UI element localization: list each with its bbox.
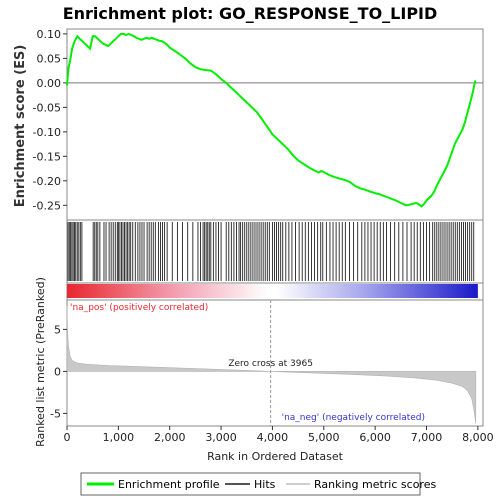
es-y-tick-label: 0.00: [37, 77, 62, 90]
x-tick-label: 3,000: [205, 431, 237, 444]
legend-metric-label: Ranking metric scores: [314, 478, 436, 491]
legend-box: [80, 472, 421, 496]
es-y-tick-label: 0.10: [37, 28, 62, 41]
metric-y-tick-label: 5: [54, 323, 61, 336]
x-tick-label: 5,000: [308, 431, 340, 444]
es-y-tick-label: -0.10: [33, 126, 61, 139]
es-y-tick-label: 0.05: [37, 52, 62, 65]
es-y-tick-label: -0.20: [33, 175, 61, 188]
metric-y-tick-label: -5: [50, 407, 61, 420]
rank-color-bar: [67, 284, 478, 298]
legend-enrichment-label: Enrichment profile: [118, 478, 220, 491]
es-y-tick-label: -0.15: [33, 150, 61, 163]
es-y-axis: 0.10 0.05 0.00 -0.05 -0.10 -0.15 -0.20 -0.25: [33, 28, 67, 212]
ranking-metric-area: [66, 305, 477, 424]
x-tick-label: 0: [64, 431, 71, 444]
x-tick-label: 2,000: [154, 431, 186, 444]
es-y-tick-label: -0.25: [33, 199, 61, 212]
x-tick-label: 8,000: [462, 431, 494, 444]
enrichment-profile-line: [66, 32, 477, 208]
chart-title: Enrichment plot: GO_RESPONSE_TO_LIPID: [63, 4, 438, 23]
hits-marks: [67, 222, 475, 281]
metric-y-tick-label: 0: [54, 365, 61, 378]
neg-correlated-label: 'na_neg' (negatively correlated): [282, 413, 425, 423]
es-y-tick-label: -0.05: [33, 101, 61, 114]
x-tick-label: 6,000: [359, 431, 391, 444]
es-panel: [66, 28, 484, 221]
metric-y-axis: 5 0 -5: [50, 323, 67, 420]
hits-panel: [66, 219, 484, 284]
x-tick-label: 4,000: [257, 431, 289, 444]
metric-y-label: Ranked list metric (PreRanked): [34, 277, 47, 447]
x-axis: 0 1,000 2,000 3,000 4,000 5,000 6,000 7,000 8,00…: [64, 426, 494, 444]
x-tick-label: 7,000: [411, 431, 443, 444]
zero-cross-label: Zero cross at 3965: [228, 359, 313, 369]
x-tick-label: 1,000: [103, 431, 135, 444]
es-y-label: Enrichment score (ES): [13, 45, 28, 208]
legend-hits-label: Hits: [254, 478, 276, 491]
pos-correlated-label: 'na_pos' (positively correlated): [70, 303, 208, 313]
x-axis-label: Rank in Ordered Dataset: [207, 450, 344, 463]
